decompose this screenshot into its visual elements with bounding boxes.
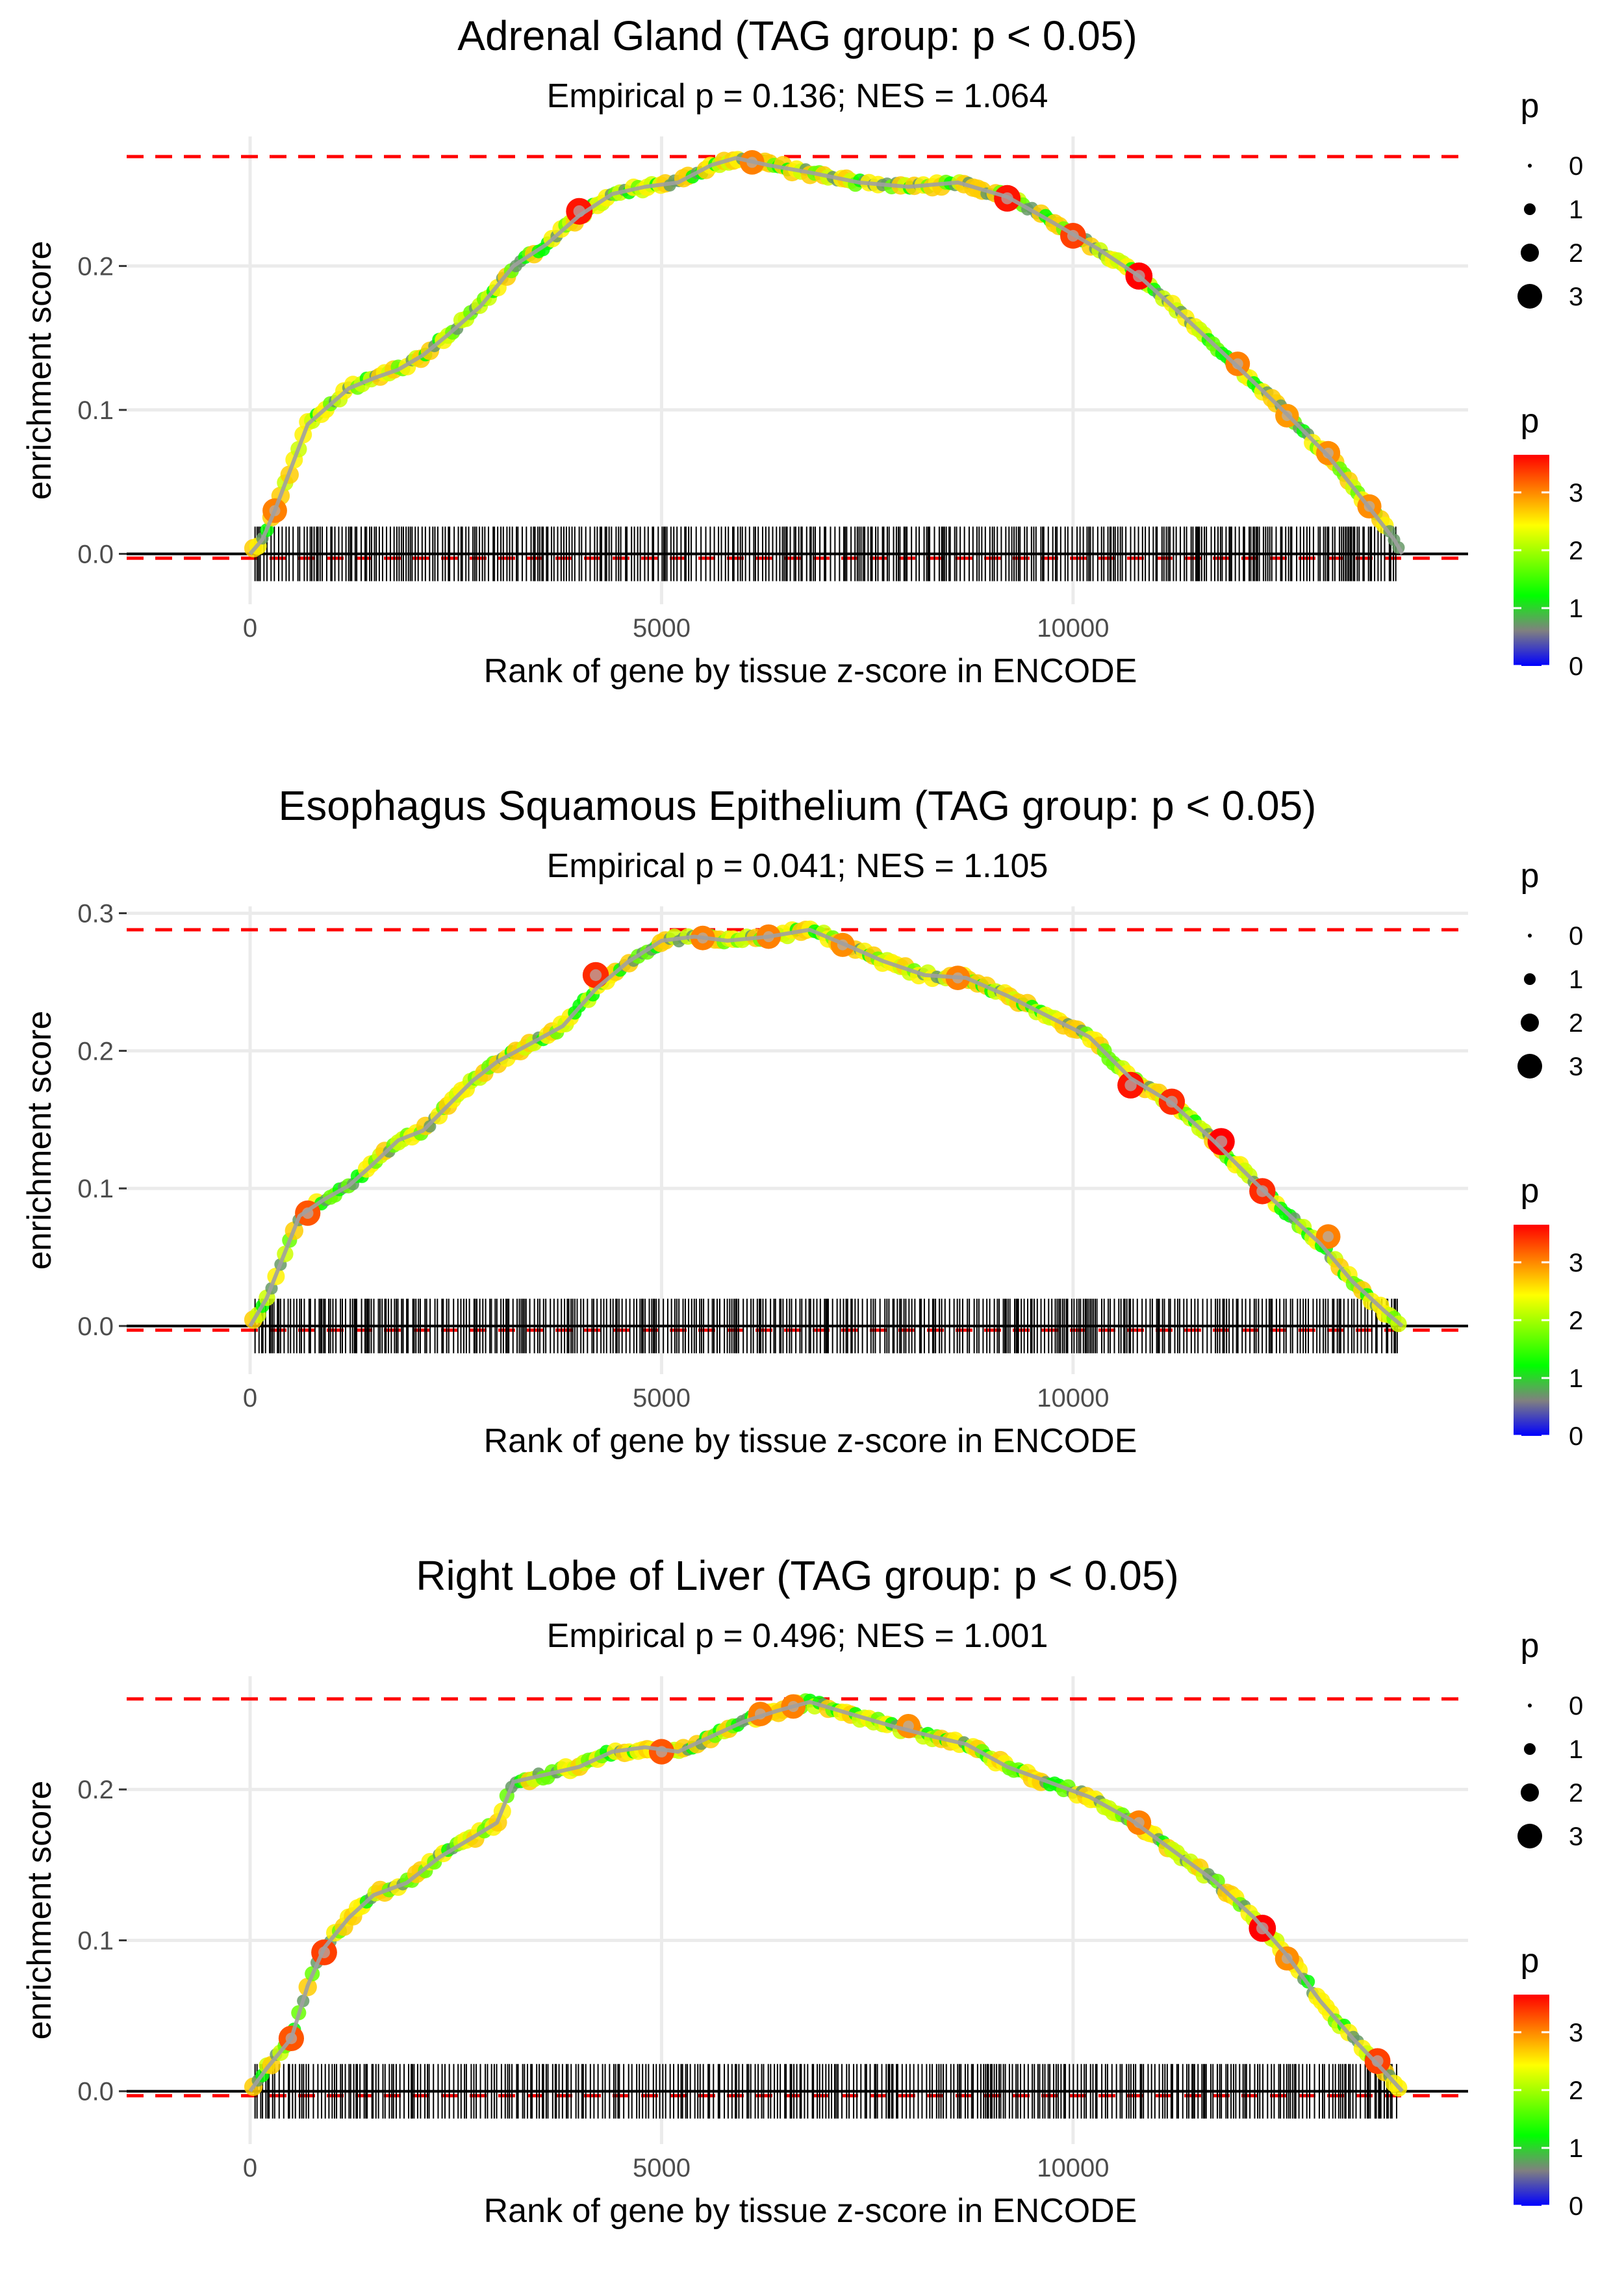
chart-title: Esophagus Squamous Epithelium (TAG group… xyxy=(279,782,1317,829)
y-tick-label: 0.2 xyxy=(77,252,114,281)
y-tick-label: 0.1 xyxy=(77,1175,114,1203)
size-legend-title: p xyxy=(1521,857,1540,895)
x-tick-label: 5000 xyxy=(633,614,691,643)
size-legend-dot xyxy=(1517,284,1542,309)
size-legend-label: 1 xyxy=(1569,196,1583,224)
colorbar-label: 2 xyxy=(1569,537,1583,565)
enrichment-curve-line xyxy=(248,1700,1404,2093)
x-tick-label: 5000 xyxy=(633,2154,691,2182)
enrichment-curve-points xyxy=(244,150,1405,557)
colorbar-label: 1 xyxy=(1569,1364,1583,1393)
colorbar-label: 1 xyxy=(1569,594,1583,623)
colorbar-label: 0 xyxy=(1569,1422,1583,1451)
size-legend-label: 2 xyxy=(1569,1009,1583,1038)
size-legend-label: 0 xyxy=(1569,152,1583,181)
colorbar-label: 1 xyxy=(1569,2134,1583,2163)
colorbar xyxy=(1514,1225,1549,1436)
size-legend-dot xyxy=(1524,973,1536,985)
y-tick-label: 0.0 xyxy=(77,1312,114,1341)
size-legend-label: 1 xyxy=(1569,1735,1583,1764)
y-tick-label: 0.3 xyxy=(77,900,114,928)
chart-title: Right Lobe of Liver (TAG group: p < 0.05… xyxy=(416,1552,1179,1599)
x-axis-title: Rank of gene by tissue z-score in ENCODE xyxy=(484,652,1137,690)
enrichment-curve-points xyxy=(244,920,1407,1333)
colorbar xyxy=(1514,455,1549,666)
size-legend-title: p xyxy=(1521,87,1540,125)
size-legend-label: 0 xyxy=(1569,922,1583,951)
y-tick-label: 0.1 xyxy=(77,1926,114,1955)
colorbar-label: 2 xyxy=(1569,1307,1583,1335)
size-legend-dot xyxy=(1521,244,1539,262)
colorbar-label: 0 xyxy=(1569,652,1583,681)
x-axis-title: Rank of gene by tissue z-score in ENCODE xyxy=(484,1422,1137,1460)
size-legend-label: 3 xyxy=(1569,1053,1583,1081)
size-legend-label: 1 xyxy=(1569,965,1583,994)
colorbar-label: 2 xyxy=(1569,2076,1583,2105)
y-tick-label: 0.0 xyxy=(77,540,114,568)
y-axis-title: enrichment score xyxy=(21,1011,58,1270)
highlight-point-center xyxy=(1323,1231,1334,1242)
panel-3: Right Lobe of Liver (TAG group: p < 0.05… xyxy=(21,1552,1583,2230)
size-legend-dot xyxy=(1517,1054,1542,1079)
y-axis-title: enrichment score xyxy=(21,241,58,500)
panel-2: Esophagus Squamous Epithelium (TAG group… xyxy=(21,782,1583,1460)
colorbar-label: 3 xyxy=(1569,479,1583,507)
x-tick-label: 10000 xyxy=(1037,1384,1109,1412)
color-legend-title: p xyxy=(1521,402,1540,440)
x-tick-label: 0 xyxy=(243,614,257,643)
y-axis-title: enrichment score xyxy=(21,1781,58,2040)
size-legend-dot xyxy=(1517,1824,1542,1848)
y-tick-label: 0.1 xyxy=(77,396,114,425)
colorbar-label: 3 xyxy=(1569,1249,1583,1277)
x-tick-label: 0 xyxy=(243,1384,257,1412)
color-legend-title: p xyxy=(1521,1172,1540,1210)
enrichment-curve-line xyxy=(248,928,1404,1328)
y-tick-label: 0.0 xyxy=(77,2078,114,2106)
panel-1: Adrenal Gland (TAG group: p < 0.05) Empir… xyxy=(21,12,1583,690)
x-axis-title: Rank of gene by tissue z-score in ENCODE xyxy=(484,2192,1137,2230)
x-tick-label: 0 xyxy=(243,2154,257,2182)
size-legend-label: 2 xyxy=(1569,1779,1583,1808)
size-legend-label: 3 xyxy=(1569,283,1583,311)
colorbar-label: 0 xyxy=(1569,2192,1583,2221)
size-legend-dot xyxy=(1528,1704,1532,1707)
size-legend-dot xyxy=(1521,1783,1539,1802)
highlight-point-center xyxy=(590,969,602,981)
chart-subtitle: Empirical p = 0.136; NES = 1.064 xyxy=(547,77,1048,115)
y-tick-label: 0.2 xyxy=(77,1037,114,1066)
enrichment-curve-points xyxy=(244,1693,1408,2097)
size-legend-dot xyxy=(1521,1014,1539,1032)
chart-subtitle: Empirical p = 0.041; NES = 1.105 xyxy=(547,847,1048,885)
size-legend-title: p xyxy=(1521,1627,1540,1665)
size-legend-label: 2 xyxy=(1569,239,1583,268)
chart-title: Adrenal Gland (TAG group: p < 0.05) xyxy=(457,12,1137,59)
chart-subtitle: Empirical p = 0.496; NES = 1.001 xyxy=(547,1617,1048,1655)
colorbar xyxy=(1514,1995,1549,2206)
size-legend-dot xyxy=(1524,1743,1536,1755)
x-tick-label: 5000 xyxy=(633,1384,691,1412)
size-legend-label: 3 xyxy=(1569,1822,1583,1851)
size-legend-label: 0 xyxy=(1569,1692,1583,1720)
x-tick-label: 10000 xyxy=(1037,614,1109,643)
y-tick-label: 0.2 xyxy=(77,1776,114,1804)
color-legend-title: p xyxy=(1521,1942,1540,1980)
colorbar-label: 3 xyxy=(1569,2019,1583,2047)
size-legend-dot xyxy=(1524,203,1536,215)
size-legend-dot xyxy=(1528,934,1532,938)
x-tick-label: 10000 xyxy=(1037,2154,1109,2182)
enrichment-curve-line xyxy=(248,156,1404,556)
size-legend-dot xyxy=(1528,164,1532,168)
